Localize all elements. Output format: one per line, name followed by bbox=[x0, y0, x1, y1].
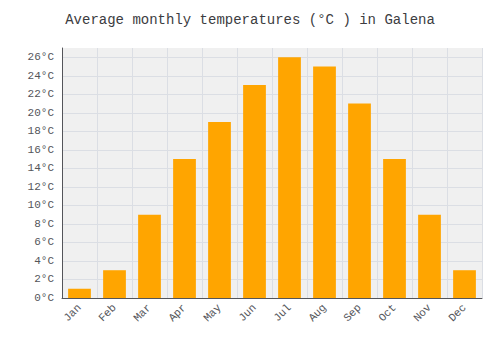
svg-text:Jun: Jun bbox=[236, 302, 258, 324]
svg-text:Apr: Apr bbox=[166, 302, 188, 324]
svg-text:22°C: 22°C bbox=[28, 88, 55, 100]
svg-text:20°C: 20°C bbox=[28, 107, 55, 119]
svg-text:24°C: 24°C bbox=[28, 70, 55, 82]
svg-text:May: May bbox=[201, 301, 224, 324]
svg-text:Average monthly temperatures (: Average monthly temperatures (°C ) in Ga… bbox=[65, 12, 435, 28]
svg-text:12°C: 12°C bbox=[28, 181, 55, 193]
svg-text:18°C: 18°C bbox=[28, 125, 55, 137]
svg-text:Nov: Nov bbox=[411, 301, 434, 324]
svg-text:Mar: Mar bbox=[131, 302, 153, 324]
svg-text:Dec: Dec bbox=[446, 302, 468, 324]
svg-text:16°C: 16°C bbox=[28, 144, 55, 156]
svg-text:14°C: 14°C bbox=[28, 162, 55, 174]
svg-text:8°C: 8°C bbox=[34, 218, 54, 230]
svg-text:Aug: Aug bbox=[306, 302, 328, 324]
svg-text:6°C: 6°C bbox=[34, 236, 54, 248]
svg-text:10°C: 10°C bbox=[28, 199, 55, 211]
svg-text:Feb: Feb bbox=[96, 302, 118, 324]
svg-text:0°C: 0°C bbox=[34, 292, 54, 304]
svg-text:4°C: 4°C bbox=[34, 255, 54, 267]
svg-text:26°C: 26°C bbox=[28, 51, 55, 63]
svg-text:2°C: 2°C bbox=[34, 273, 54, 285]
svg-text:Jul: Jul bbox=[271, 302, 293, 324]
svg-text:Jan: Jan bbox=[61, 302, 83, 324]
svg-text:Sep: Sep bbox=[341, 302, 363, 324]
svg-text:Oct: Oct bbox=[376, 302, 398, 324]
